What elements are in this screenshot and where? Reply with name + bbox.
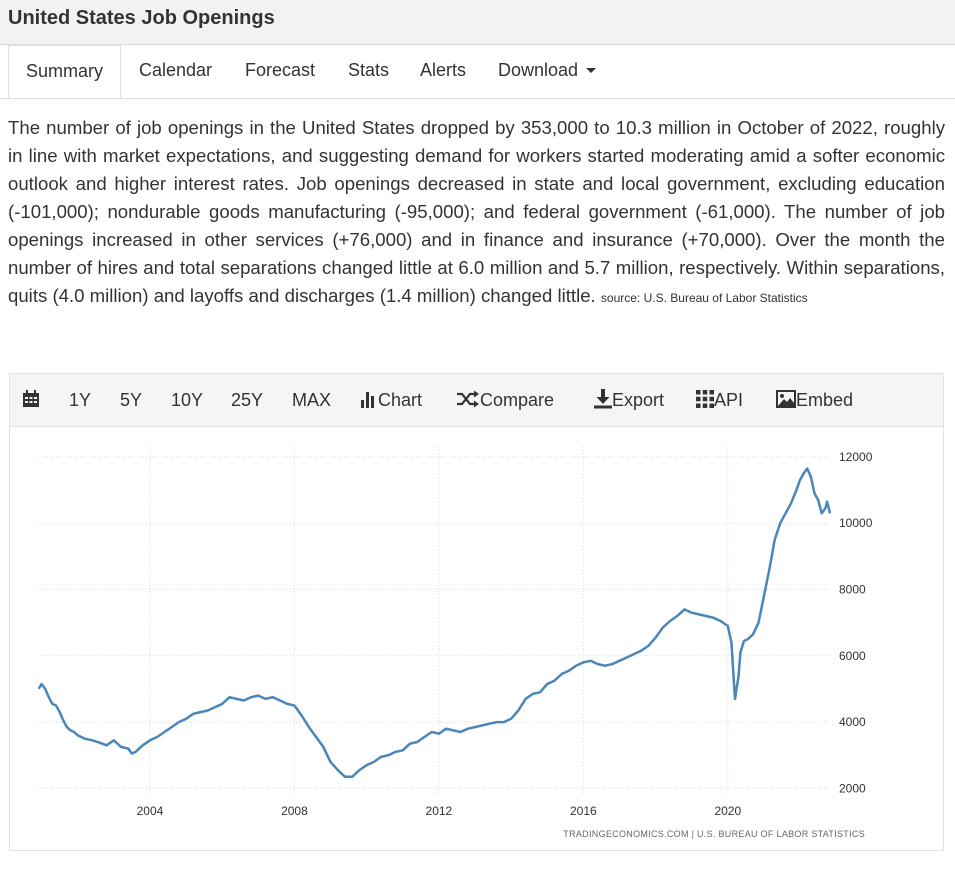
x-tick-label: 2020 (714, 804, 741, 818)
y-tick-label: 2000 (839, 781, 866, 795)
page-title: United States Job Openings (8, 7, 275, 29)
chart-button[interactable]: Chart (360, 374, 422, 426)
image-icon (776, 390, 796, 409)
tab-calendar[interactable]: Calendar (139, 60, 213, 80)
embed-button[interactable]: Embed (776, 374, 853, 426)
source-note: source: U.S. Bureau of Labor Statistics (600, 291, 808, 305)
range-5y[interactable]: 5Y (120, 390, 143, 410)
y-tick-label: 10000 (839, 516, 873, 530)
range-10y[interactable]: 10Y (171, 390, 204, 410)
shuffle-icon (457, 390, 479, 408)
series-line (37, 467, 832, 779)
chart-panel: 1Y 5Y 10Y 25Y MAX Chart Compare (9, 373, 944, 851)
embed-label: Embed (796, 390, 854, 410)
export-button[interactable]: Export (594, 374, 664, 426)
compare-label: Compare (480, 390, 555, 410)
x-tick-label: 2012 (426, 804, 453, 818)
y-tick-label: 12000 (839, 450, 873, 464)
tab-forecast[interactable]: Forecast (245, 60, 316, 80)
line-layer (37, 467, 832, 779)
range-max[interactable]: MAX (292, 390, 332, 410)
chart-credit: TRADINGECONOMICS.COM | U.S. BUREAU OF LA… (563, 829, 865, 839)
y-tick-label: 8000 (839, 583, 866, 597)
x-tick-label: 2016 (570, 804, 597, 818)
bar-chart-icon (361, 392, 374, 409)
tab-bar: Summary Calendar Forecast Stats Alerts D… (0, 45, 955, 99)
header-bar: United States Job Openings (0, 0, 955, 45)
summary-description: The number of job openings in the United… (8, 114, 945, 312)
y-tick-label: 4000 (839, 715, 866, 729)
x-tick-label: 2008 (281, 804, 308, 818)
x-axis-labels: 2004 2008 2012 2016 2020 (137, 804, 742, 818)
tab-download[interactable]: Download (498, 45, 597, 98)
x-tick-label: 2004 (137, 804, 164, 818)
api-label: API (714, 390, 744, 410)
tab-download-label: Download (498, 60, 579, 80)
tab-summary[interactable]: Summary (8, 45, 121, 98)
tab-alerts[interactable]: Alerts (420, 60, 467, 80)
description-text: The number of job openings in the United… (8, 117, 945, 306)
grid-icon (696, 390, 714, 409)
y-axis-labels: 2000 4000 6000 8000 10000 12000 (839, 450, 873, 795)
range-25y[interactable]: 25Y (231, 390, 264, 410)
download-icon (594, 389, 612, 409)
api-button[interactable]: API (696, 374, 743, 426)
caret-down-icon (586, 67, 597, 73)
export-label: Export (612, 390, 665, 410)
compare-button[interactable]: Compare (456, 374, 554, 426)
tab-stats[interactable]: Stats (348, 60, 390, 80)
grid-layer (38, 447, 830, 795)
range-1y[interactable]: 1Y (69, 390, 92, 410)
chart-toolbar: 1Y 5Y 10Y 25Y MAX Chart Compare (10, 374, 943, 427)
chart-label: Chart (378, 390, 423, 410)
y-tick-label: 6000 (839, 649, 866, 663)
calendar-icon[interactable] (22, 374, 40, 426)
